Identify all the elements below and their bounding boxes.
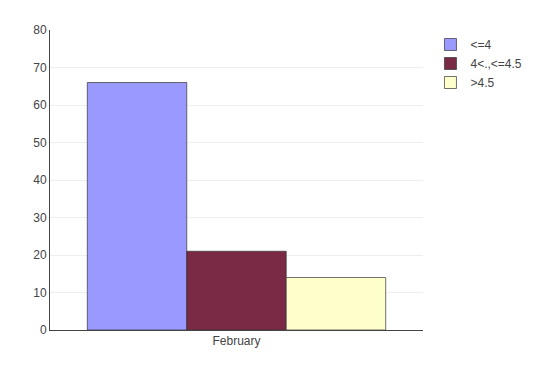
svg-text:80: 80: [33, 23, 47, 37]
svg-text:50: 50: [33, 136, 47, 150]
svg-text:60: 60: [33, 98, 47, 112]
svg-text:40: 40: [33, 173, 47, 187]
svg-text:<=4: <=4: [470, 38, 491, 52]
svg-text:10: 10: [33, 286, 47, 300]
svg-text:70: 70: [33, 61, 47, 75]
svg-text:30: 30: [33, 211, 47, 225]
svg-text:>4.5: >4.5: [470, 76, 494, 90]
svg-text:February: February: [212, 334, 260, 348]
svg-text:20: 20: [33, 248, 47, 262]
svg-text:4<.,<=4.5: 4<.,<=4.5: [470, 57, 521, 71]
svg-text:0: 0: [40, 323, 47, 337]
